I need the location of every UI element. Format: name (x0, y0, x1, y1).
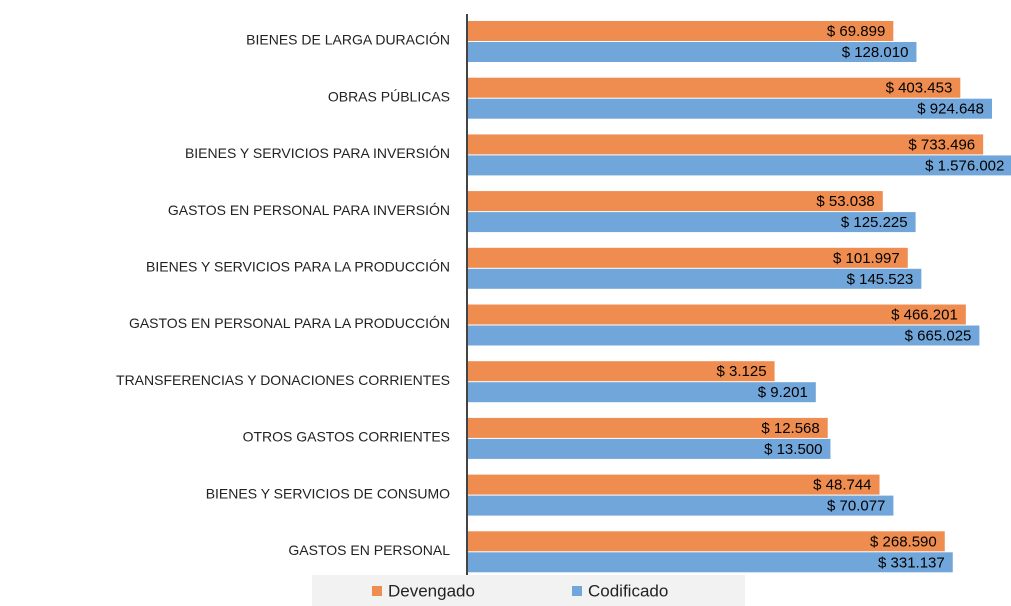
value-label: $ 128.010 (842, 44, 909, 61)
value-label: $ 13.500 (764, 441, 822, 458)
category-label: TRANSFERENCIAS Y DONACIONES CORRIENTES (116, 372, 450, 388)
bar (467, 474, 880, 495)
category-label: GASTOS EN PERSONAL PARA INVERSIÓN (168, 202, 450, 218)
bar (467, 247, 908, 268)
legend-box (312, 575, 745, 606)
bar (467, 77, 961, 98)
value-label: $ 125.225 (841, 214, 908, 231)
value-label: $ 268.590 (870, 533, 937, 550)
value-label: $ 12.568 (761, 420, 819, 437)
bar (467, 361, 775, 382)
legend-swatch (572, 586, 582, 596)
value-label: $ 403.453 (886, 80, 953, 97)
bar (467, 325, 980, 346)
legend-swatch (372, 586, 382, 596)
category-label: BIENES Y SERVICIOS PARA LA PRODUCCIÓN (146, 259, 450, 275)
value-label: $ 3.125 (716, 363, 766, 380)
bar (467, 155, 1011, 176)
category-label: OTROS GASTOS CORRIENTES (243, 429, 450, 445)
value-label: $ 53.038 (816, 193, 874, 210)
legend-label: Codificado (588, 581, 668, 600)
value-label: $ 1.576.002 (925, 157, 1004, 174)
bar (467, 134, 984, 155)
category-label: OBRAS PÚBLICAS (328, 88, 450, 104)
category-label: BIENES Y SERVICIOS PARA INVERSIÓN (185, 145, 450, 161)
category-label: BIENES DE LARGA DURACIÓN (246, 32, 450, 48)
category-label: GASTOS EN PERSONAL PARA LA PRODUCCIÓN (129, 315, 450, 331)
value-label: $ 466.201 (891, 306, 958, 323)
bar (467, 304, 966, 325)
value-label: $ 48.744 (813, 477, 871, 494)
category-label: BIENES Y SERVICIOS DE CONSUMO (206, 485, 450, 501)
bar (467, 417, 828, 438)
value-label: $ 145.523 (847, 271, 914, 288)
bar (467, 382, 816, 403)
value-label: $ 70.077 (827, 498, 885, 515)
bar (467, 212, 916, 233)
bar (467, 552, 953, 573)
legend-label: Devengado (388, 581, 475, 600)
value-label: $ 9.201 (758, 384, 808, 401)
value-label: $ 924.648 (917, 101, 984, 118)
value-label: $ 665.025 (905, 327, 972, 344)
value-label: $ 101.997 (833, 250, 900, 267)
value-label: $ 69.899 (827, 23, 885, 40)
bar (467, 98, 993, 119)
bar (467, 42, 917, 62)
bar (467, 495, 894, 516)
category-label: GASTOS EN PERSONAL (288, 542, 450, 558)
bar (467, 191, 883, 212)
bar (467, 21, 894, 41)
bar (467, 531, 945, 552)
value-label: $ 733.496 (908, 136, 975, 153)
bar (467, 438, 831, 459)
value-label: $ 331.137 (878, 554, 945, 571)
bar (467, 268, 922, 289)
